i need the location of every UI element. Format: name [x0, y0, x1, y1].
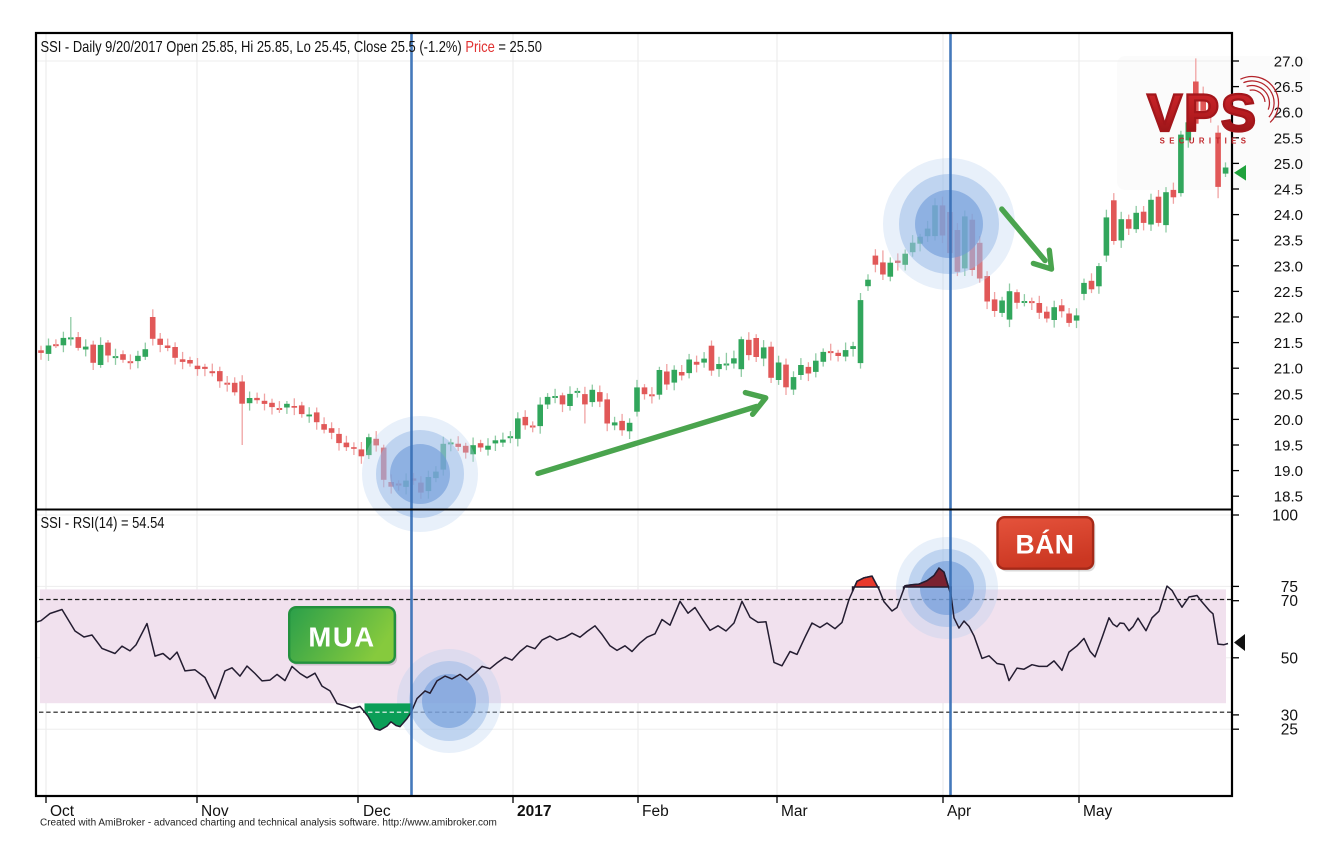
- svg-text:BÁN: BÁN: [1016, 530, 1075, 560]
- svg-text:21.0: 21.0: [1274, 361, 1303, 378]
- svg-text:100: 100: [1272, 508, 1298, 525]
- svg-text:Mar: Mar: [781, 803, 808, 820]
- svg-text:SECURITIES: SECURITIES: [1160, 137, 1251, 146]
- svg-text:May: May: [1083, 803, 1113, 820]
- svg-text:SSI - RSI(14) = 54.54: SSI - RSI(14) = 54.54: [41, 515, 165, 532]
- svg-text:20.5: 20.5: [1274, 386, 1303, 403]
- svg-text:Apr: Apr: [947, 803, 971, 820]
- svg-text:23.0: 23.0: [1274, 258, 1303, 275]
- svg-text:Nov: Nov: [201, 803, 229, 820]
- svg-text:26.0: 26.0: [1274, 105, 1303, 122]
- svg-text:25.5: 25.5: [1274, 130, 1303, 147]
- svg-text:24.0: 24.0: [1274, 207, 1303, 224]
- svg-text:21.5: 21.5: [1274, 335, 1303, 352]
- svg-text:VPS: VPS: [1147, 84, 1258, 143]
- svg-text:19.5: 19.5: [1274, 438, 1303, 455]
- svg-text:20.0: 20.0: [1274, 412, 1303, 429]
- svg-text:23.5: 23.5: [1274, 233, 1303, 250]
- svg-text:26.5: 26.5: [1274, 79, 1303, 96]
- svg-text:MUA: MUA: [308, 622, 375, 653]
- svg-text:19.0: 19.0: [1274, 463, 1303, 480]
- svg-text:75: 75: [1281, 579, 1298, 596]
- svg-text:Dec: Dec: [363, 803, 391, 820]
- svg-text:SSI - Daily 9/20/2017 Open 25.: SSI - Daily 9/20/2017 Open 25.85, Hi 25.…: [41, 39, 542, 56]
- svg-text:Feb: Feb: [642, 803, 669, 820]
- svg-text:24.5: 24.5: [1274, 182, 1303, 199]
- svg-text:30: 30: [1281, 707, 1299, 724]
- svg-text:2017: 2017: [517, 803, 551, 820]
- svg-text:Oct: Oct: [50, 803, 75, 820]
- svg-text:22.5: 22.5: [1274, 284, 1303, 301]
- svg-text:70: 70: [1281, 593, 1299, 610]
- svg-text:25: 25: [1281, 722, 1298, 739]
- svg-text:27.0: 27.0: [1274, 54, 1303, 71]
- svg-text:25.0: 25.0: [1274, 156, 1303, 173]
- svg-text:Created with AmiBroker - advan: Created with AmiBroker - advanced charti…: [40, 818, 497, 829]
- svg-text:18.5: 18.5: [1274, 489, 1303, 506]
- svg-text:50: 50: [1281, 650, 1299, 667]
- svg-text:22.0: 22.0: [1274, 310, 1303, 327]
